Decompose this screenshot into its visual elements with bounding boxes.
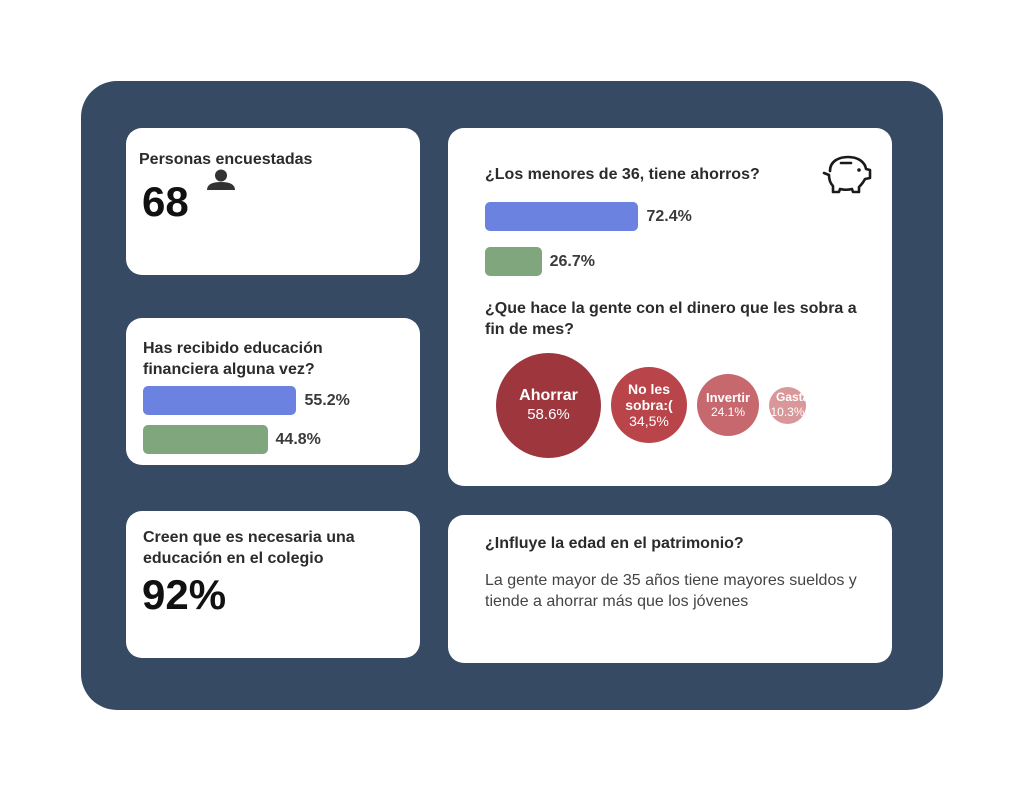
piggy-bank-icon xyxy=(822,155,872,194)
bar-label-1-0: 72.4% xyxy=(646,208,692,225)
bar-label-0-1: 44.8% xyxy=(275,431,321,448)
bubble-value-1: 34,5% xyxy=(629,413,669,430)
leftover-title: ¿Que hace la gente con el dinero que les… xyxy=(485,300,857,338)
savings-title: ¿Los menores de 36, tiene ahorros? xyxy=(485,166,760,183)
school-title: Creen que es necesaria una educación en … xyxy=(143,529,355,567)
bubble-1: No les sobra:(34,5% xyxy=(611,367,687,443)
bubble-2: Invertir 24.1% xyxy=(697,374,759,436)
bubble-label-3: Gastar xyxy=(776,390,815,405)
surveyed-title: Personas encuestadas xyxy=(139,151,313,168)
bar-0-0 xyxy=(143,386,297,415)
education-card: Has recibido educación financiera alguna… xyxy=(126,318,420,465)
school-value: 92% xyxy=(142,571,227,618)
bubble-3: Gastar 10.3% xyxy=(769,386,815,424)
dashboard-board: Personas encuestadas 68 Has recibido edu… xyxy=(81,81,943,710)
person-icon xyxy=(207,169,235,190)
bubble-label-2: Invertir xyxy=(705,389,751,405)
bubble-label-1: No les sobra:( xyxy=(625,380,673,413)
bar-label-1-1: 26.7% xyxy=(549,253,595,270)
age-description: La gente mayor de 35 años tiene mayores … xyxy=(485,572,857,610)
age-card: ¿Influye la edad en el patrimonio? La ge… xyxy=(448,515,892,663)
bubble-value-2: 24.1% xyxy=(710,405,746,420)
bubble-value-0: 58.6% xyxy=(527,405,570,423)
education-title: Has recibido educación financiera alguna… xyxy=(143,340,323,378)
bubble-value-3: 10.3% xyxy=(770,404,805,419)
surveyed-value: 68 xyxy=(142,178,189,225)
school-card: Creen que es necesaria una educación en … xyxy=(126,511,420,658)
savings-card: ¿Los menores de 36, tiene ahorros? 72.4%… xyxy=(448,128,892,486)
bubble-label-0: Ahorrar xyxy=(519,387,578,405)
bar-label-0-0: 55.2% xyxy=(304,392,350,409)
surveyed-card: Personas encuestadas 68 xyxy=(126,128,420,275)
age-title: ¿Influye la edad en el patrimonio? xyxy=(485,535,744,552)
bar-1-0 xyxy=(485,202,639,231)
bar-0-1 xyxy=(143,425,268,454)
bar-1-1 xyxy=(485,247,542,276)
bubble-0: Ahorrar 58.6% xyxy=(496,352,601,458)
